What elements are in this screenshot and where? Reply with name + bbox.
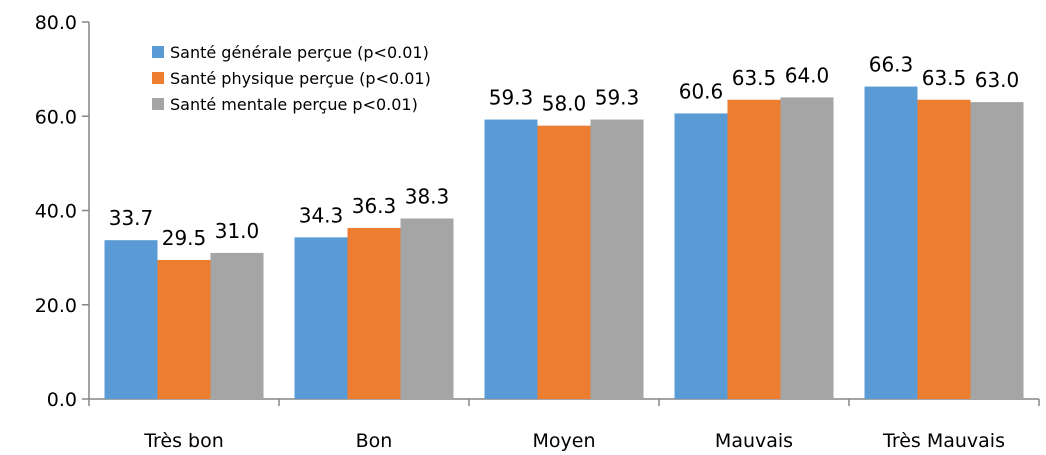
x-category-label: Bon (356, 430, 393, 452)
data-label: 33.7 (109, 206, 154, 230)
y-tick-label: 20.0 (35, 295, 77, 317)
bar (590, 119, 644, 399)
data-label: 59.3 (489, 86, 534, 110)
x-category-label: Mauvais (715, 430, 793, 452)
bar (917, 99, 971, 399)
bar (157, 259, 211, 399)
data-label: 64.0 (785, 63, 830, 87)
bar (727, 99, 781, 399)
bar (210, 252, 264, 399)
data-label: 34.3 (299, 203, 344, 227)
x-category-label: Très bon (143, 430, 224, 452)
bar (400, 218, 454, 399)
legend-label: Santé générale perçue (p<0.01) (170, 43, 429, 62)
x-category-label: Moyen (533, 430, 596, 452)
data-label: 31.0 (215, 219, 260, 243)
legend-label: Santé physique perçue (p<0.01) (170, 69, 431, 88)
y-tick-label: 80.0 (35, 12, 77, 34)
legend-swatch (152, 46, 164, 58)
bar (864, 86, 918, 399)
bar (294, 237, 348, 399)
data-labels-layer: 33.7 34.3 59.3 60.6 66.3 29.5 36.3 58.0 63.5 63.5… (109, 53, 1020, 250)
y-tick-label: 40.0 (35, 201, 77, 223)
data-label: 66.3 (869, 53, 914, 77)
bar (674, 113, 728, 400)
legend-swatch (152, 72, 164, 84)
legend-label: Santé mentale perçue p<0.01) (170, 95, 418, 114)
bar (537, 125, 591, 400)
axis-layer: 0.0 20.0 40.0 60.0 80.0 Très bon Bon Moyen Mauva… (35, 12, 1040, 452)
bar (347, 227, 401, 399)
data-label: 38.3 (405, 185, 450, 209)
x-category-label: Très Mauvais (882, 430, 1005, 452)
legend: Santé générale perçue (p<0.01) Santé phys… (152, 43, 431, 114)
y-tick-label: 0.0 (47, 389, 77, 411)
bar (780, 97, 834, 400)
data-label: 59.3 (595, 86, 640, 110)
data-label: 29.5 (162, 226, 207, 250)
bar (104, 240, 158, 399)
data-label: 63.5 (922, 66, 967, 90)
bar (970, 102, 1024, 400)
data-label: 63.0 (975, 68, 1020, 92)
bars-layer (104, 86, 1024, 400)
data-label: 36.3 (352, 194, 397, 218)
data-label: 63.5 (732, 66, 777, 90)
bar (484, 119, 538, 399)
data-label: 60.6 (679, 79, 724, 103)
y-tick-label: 60.0 (35, 106, 77, 128)
data-label: 58.0 (542, 92, 587, 116)
legend-swatch (152, 98, 164, 110)
